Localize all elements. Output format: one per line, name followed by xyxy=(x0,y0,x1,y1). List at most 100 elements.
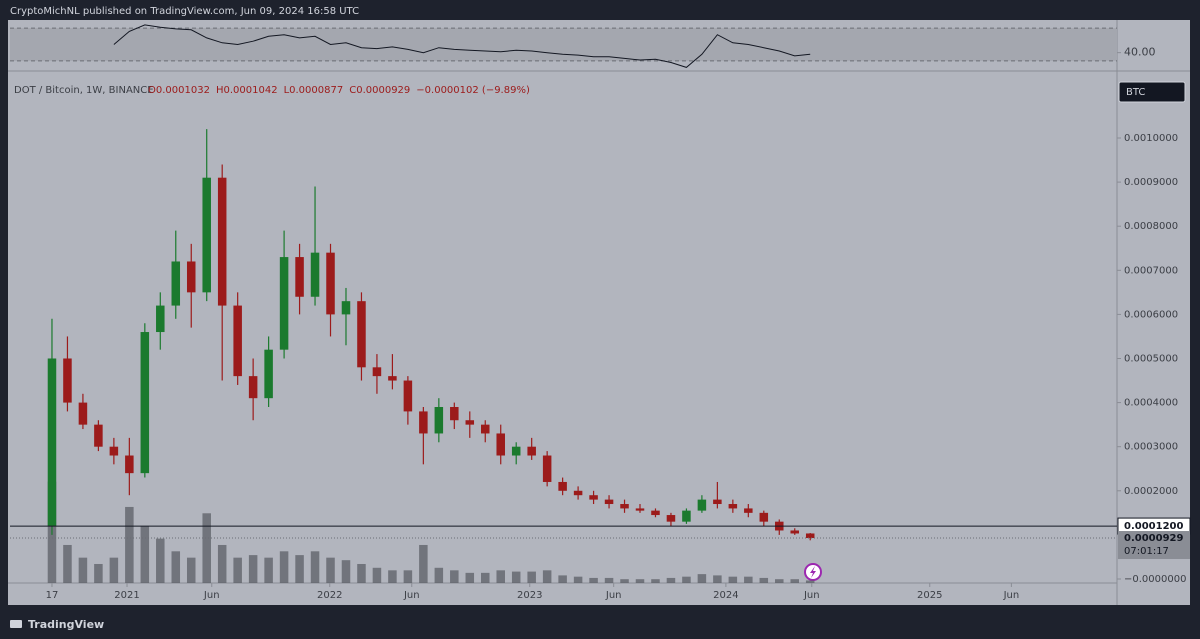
volume-bar xyxy=(728,576,738,583)
x-tick-label: 2023 xyxy=(517,590,542,601)
volume-bar xyxy=(775,579,784,583)
candle-body xyxy=(527,446,536,456)
candle-body xyxy=(651,510,660,516)
volume-bar xyxy=(63,544,72,583)
volume-bar xyxy=(125,506,134,583)
candle-body xyxy=(682,510,691,522)
x-tick-label: Jun xyxy=(605,590,622,601)
y-tick-label: 40.00 xyxy=(1124,46,1156,59)
candle-body xyxy=(542,455,552,482)
volume-bar xyxy=(589,577,598,583)
candle-body xyxy=(496,433,505,456)
volume-bar xyxy=(264,557,273,583)
volume-bar xyxy=(527,571,536,583)
alert-icon xyxy=(804,563,822,581)
y-tick-label: 0.0002000 xyxy=(1124,486,1178,497)
rsi-line xyxy=(113,24,811,68)
ohlc-legend: L0.0000877 xyxy=(284,85,344,96)
candle-body xyxy=(759,512,769,522)
candle-body xyxy=(326,252,335,315)
candle-body xyxy=(604,499,614,505)
candle-body xyxy=(450,407,459,421)
symbol-title: DOT / Bitcoin, 1W, BINANCE xyxy=(14,85,154,96)
volume-bar xyxy=(450,570,459,583)
candle-body xyxy=(78,402,88,425)
candle-body xyxy=(264,349,273,399)
volume-bar xyxy=(295,555,304,583)
volume-bar xyxy=(635,579,645,583)
candle-body xyxy=(790,530,800,534)
y-tick-label: −0.0000000 xyxy=(1124,574,1186,585)
tv-logo xyxy=(10,620,22,628)
candle-body xyxy=(434,407,444,434)
volume-bar xyxy=(481,572,490,583)
x-tick-label: 2021 xyxy=(114,590,139,601)
y-tick-label: 0.0007000 xyxy=(1124,265,1178,276)
volume-bar xyxy=(202,513,211,583)
candle-body xyxy=(186,261,196,293)
volume-bar xyxy=(666,577,676,583)
published-note: CryptoMichNL published on TradingView.co… xyxy=(10,6,359,17)
candle-body xyxy=(728,504,738,509)
candle-body xyxy=(573,490,583,496)
candle-body xyxy=(589,495,598,500)
volume-bar xyxy=(326,557,335,583)
candle-body xyxy=(217,177,227,306)
volume-bar xyxy=(140,525,150,583)
volume-bar xyxy=(511,571,521,583)
last-price-label: 0.0000929 xyxy=(1124,533,1184,544)
y-tick-label: 0.0008000 xyxy=(1124,221,1178,232)
volume-bar xyxy=(279,551,289,583)
candle-body xyxy=(156,305,165,333)
volume-bar xyxy=(744,576,753,583)
candle-body xyxy=(465,420,475,425)
volume-bar xyxy=(217,544,227,583)
volume-bar xyxy=(790,579,800,583)
x-tick-label: Jun xyxy=(1003,590,1020,601)
y-tick-label: 0.0004000 xyxy=(1124,398,1178,409)
last-price-box xyxy=(1118,531,1190,560)
x-tick-label: 2025 xyxy=(917,590,942,601)
candle-body xyxy=(47,358,57,527)
ohlc-legend: C0.0000929 xyxy=(349,85,410,96)
volume-bar xyxy=(558,575,567,583)
volume-bar xyxy=(805,580,815,583)
candle-body xyxy=(403,380,413,412)
volume-bar xyxy=(620,579,629,583)
volume-bar xyxy=(357,563,366,583)
candle-body xyxy=(125,455,134,474)
volume-bar xyxy=(604,577,614,583)
candle-body xyxy=(109,446,119,456)
y-tick-label: 0.0009000 xyxy=(1124,177,1178,188)
volume-bar xyxy=(697,574,707,583)
candle-body xyxy=(310,252,320,297)
volume-bar xyxy=(109,557,119,583)
candle-body xyxy=(419,411,428,434)
y-tick-label: 0.0003000 xyxy=(1124,442,1178,453)
volume-bar xyxy=(248,555,258,583)
candle-body xyxy=(388,376,397,381)
candle-body xyxy=(341,301,351,315)
candle-body xyxy=(140,332,150,474)
volume-bar xyxy=(434,567,444,583)
volume-bar xyxy=(233,557,242,583)
candle-body xyxy=(620,504,629,509)
currency-label: BTC xyxy=(1126,87,1145,98)
candle-body xyxy=(372,367,382,377)
candle-body xyxy=(94,424,103,447)
volume-bar xyxy=(573,576,583,583)
volume-bar xyxy=(651,579,660,583)
x-tick-label: Jun xyxy=(203,590,220,601)
footer-brand: TradingView xyxy=(28,618,104,631)
volume-bar xyxy=(403,570,413,583)
candle-body xyxy=(635,508,645,511)
volume-bar xyxy=(78,557,88,583)
x-tick-label: 2024 xyxy=(713,590,738,601)
ohlc-legend: −0.0000102 (−9.89%) xyxy=(416,85,530,96)
volume-bar xyxy=(186,557,196,583)
ohlc-legend: O0.0001032 xyxy=(148,85,210,96)
candle-body xyxy=(63,358,72,403)
volume-bar xyxy=(156,538,165,583)
x-tick-label: Jun xyxy=(803,590,820,601)
candle-body xyxy=(713,499,722,505)
